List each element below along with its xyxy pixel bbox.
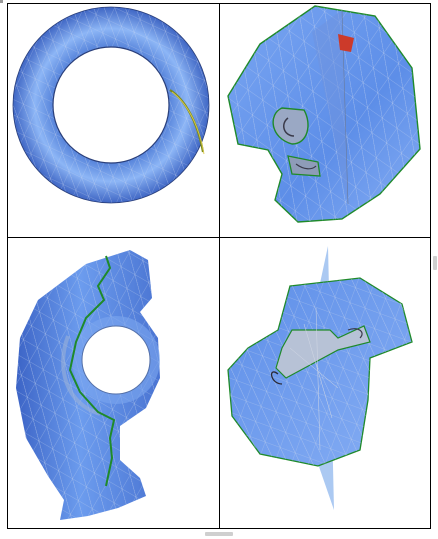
vertical-divider [219, 3, 220, 529]
window-corner-marker [0, 0, 3, 3]
section-mesh-surface [227, 246, 413, 510]
seam-boundary [68, 255, 116, 487]
torus-side-figure [16, 250, 160, 520]
horizontal-divider [7, 237, 431, 238]
torus-ring [12, 6, 210, 204]
inner-cut-rim [275, 325, 371, 379]
side-scroll-handle[interactable] [433, 256, 437, 270]
panel-torus-side-view[interactable] [8, 238, 219, 528]
torus-top-view-figure [12, 6, 210, 204]
panel-torus-cut-open[interactable] [220, 4, 430, 237]
torus-cut-figure [227, 5, 421, 223]
inner-hole-left [272, 107, 309, 145]
cut-mesh-surface [227, 5, 421, 223]
panel-torus-top-view[interactable] [8, 4, 219, 237]
bottom-scroll-handle[interactable] [205, 532, 233, 536]
side-mesh-surface [16, 250, 160, 520]
panel-torus-plane-section[interactable] [220, 238, 430, 528]
highlighted-face [338, 34, 354, 52]
torus-section-figure [227, 246, 413, 510]
cut-line-shadow [171, 91, 205, 155]
inner-hole-bottom [287, 155, 321, 177]
